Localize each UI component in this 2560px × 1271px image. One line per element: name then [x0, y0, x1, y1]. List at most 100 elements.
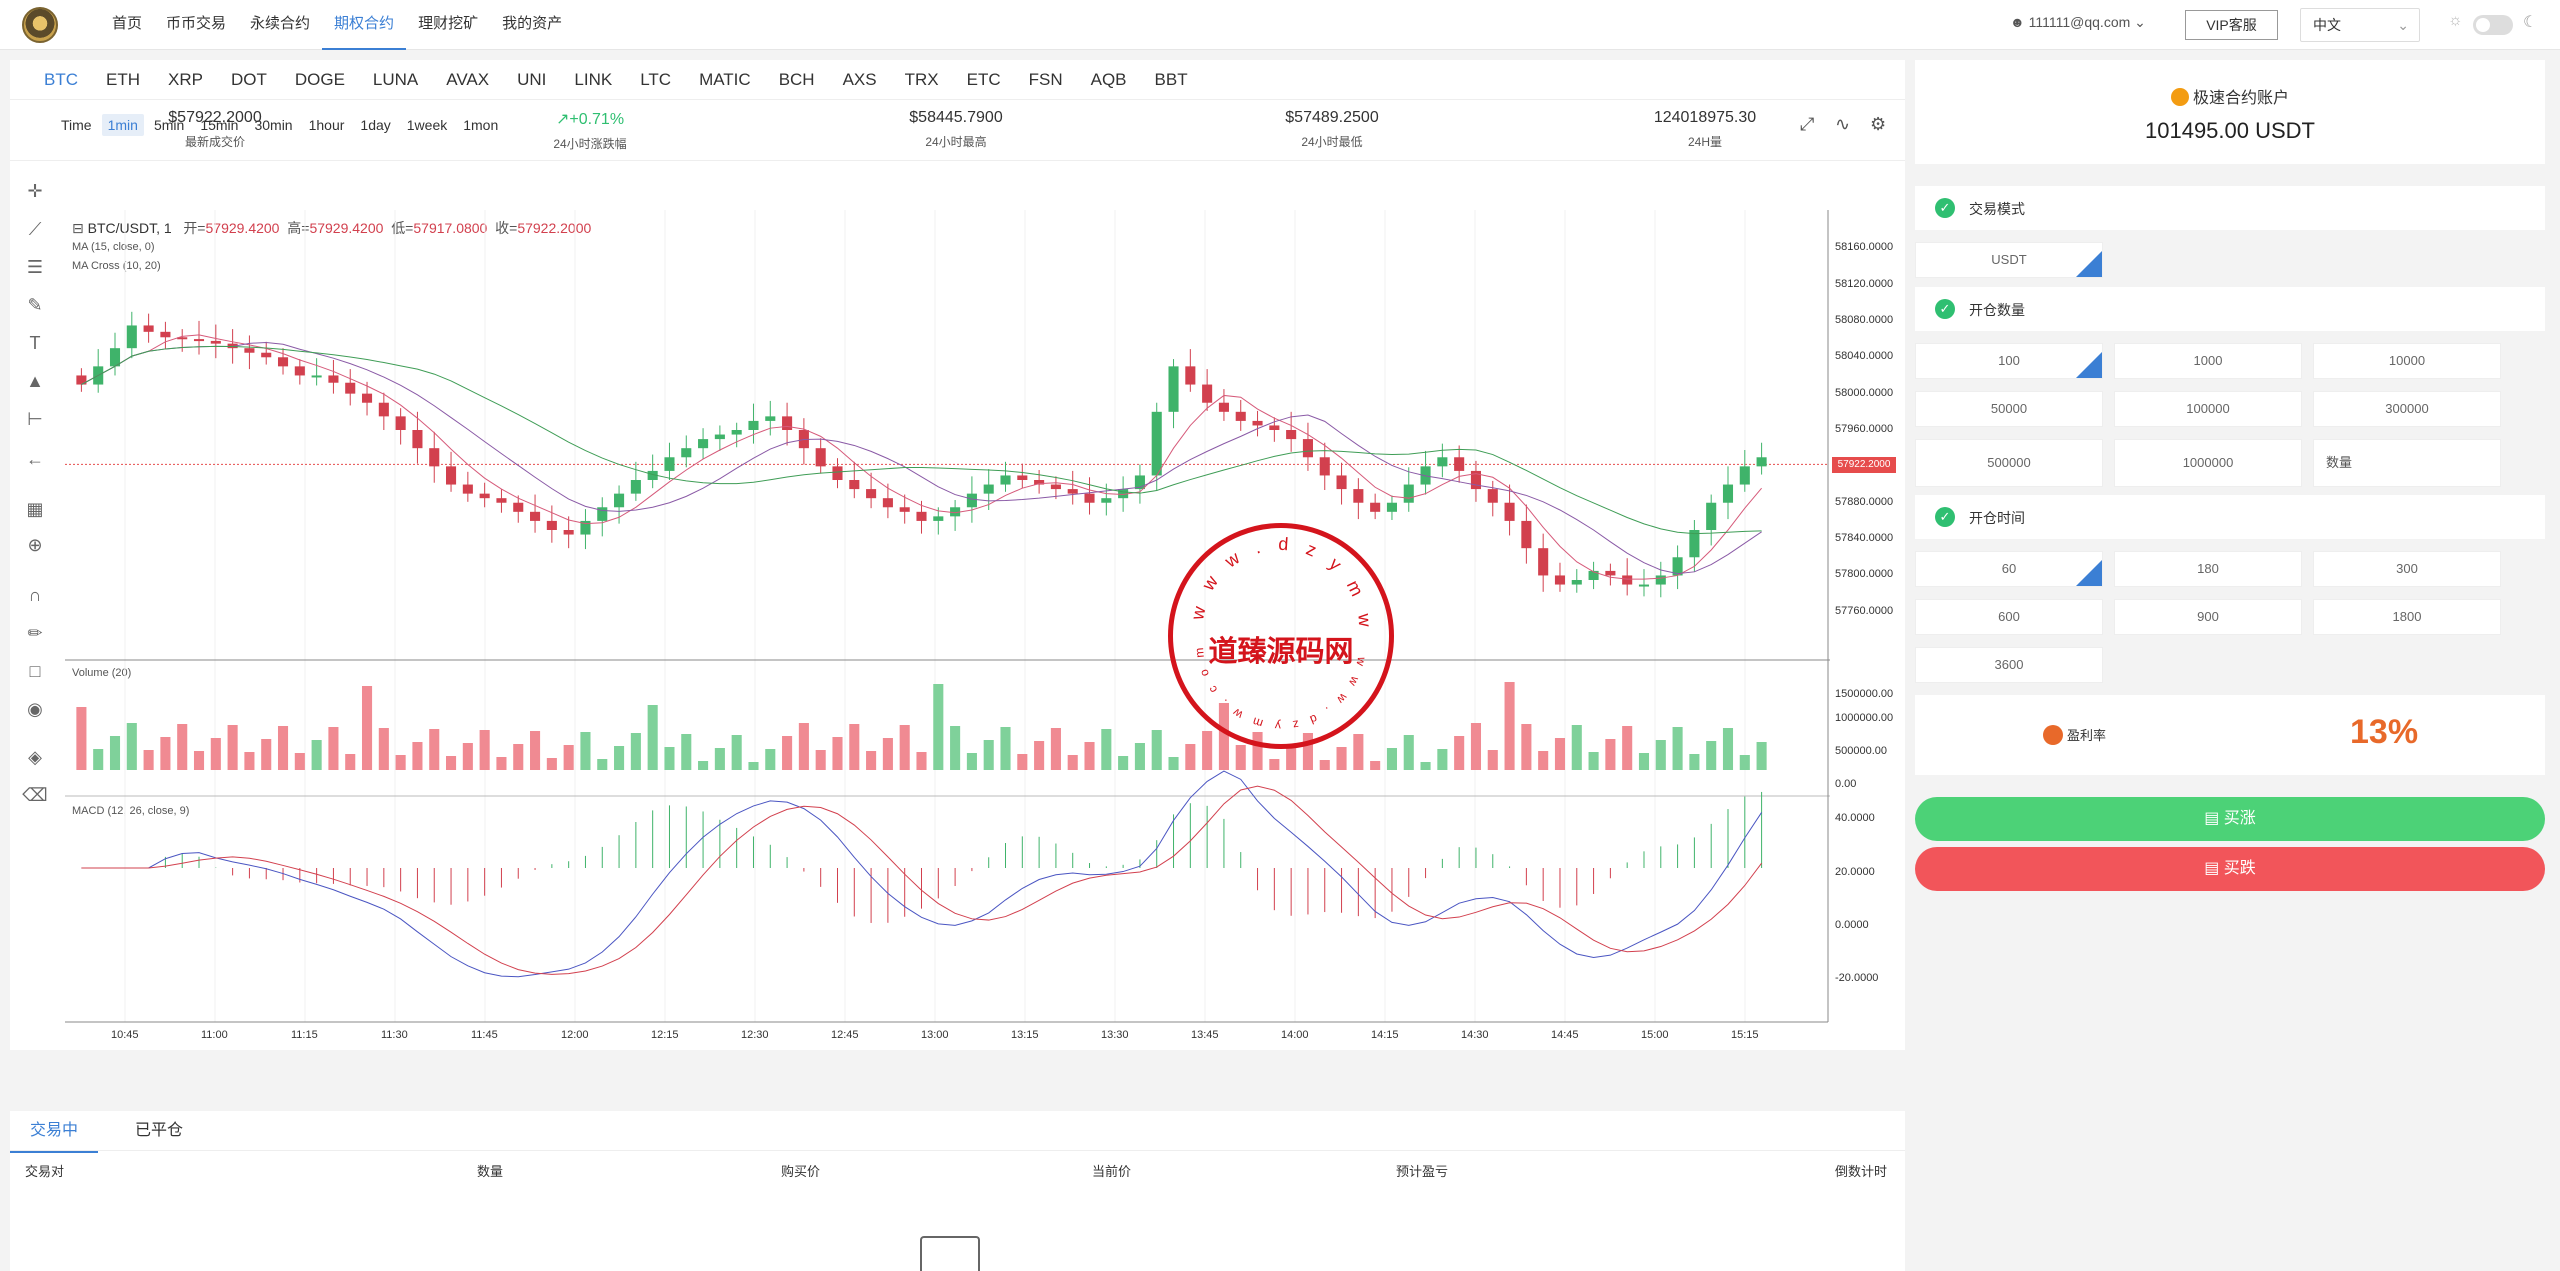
nav-item-assets[interactable]: 我的资产: [502, 15, 563, 32]
candle-body: [866, 489, 877, 499]
coin-tab[interactable]: MATIC: [699, 70, 751, 89]
volume-bar: [983, 740, 994, 770]
settings-gear-icon[interactable]: ⚙: [1870, 114, 1887, 134]
nav-item-perpetual[interactable]: 永续合约: [250, 15, 311, 32]
candle-body: [933, 516, 944, 521]
coin-tab[interactable]: LTC: [640, 70, 672, 89]
coin-tab[interactable]: LINK: [574, 70, 613, 89]
time-option[interactable]: 600: [1915, 599, 2103, 635]
coin-tab[interactable]: ETC: [966, 70, 1001, 89]
amount-option[interactable]: 300000: [2313, 391, 2501, 427]
collapse-icon[interactable]: ⊟: [72, 220, 88, 236]
interval-button[interactable]: 1min: [101, 114, 144, 136]
interval-button[interactable]: 5min: [153, 117, 185, 133]
price-chart[interactable]: [65, 210, 1830, 1030]
coin-tab[interactable]: AXS: [842, 70, 877, 89]
trendline-icon[interactable]: ⟋: [28, 219, 42, 239]
interval-button[interactable]: 1day: [360, 117, 391, 133]
magnet-icon[interactable]: ∩: [28, 585, 42, 605]
logo[interactable]: [22, 7, 58, 43]
profit-label-row: 盈利率: [2043, 725, 2106, 745]
coin-tab[interactable]: AVAX: [446, 70, 490, 89]
legend-open-label: 开=: [183, 220, 206, 236]
interval-button[interactable]: 1hour: [308, 117, 345, 133]
coin-tab[interactable]: DOT: [230, 70, 267, 89]
volume-bar: [698, 761, 709, 770]
pencil-lock-icon[interactable]: ✏: [27, 623, 43, 643]
time-option[interactable]: 180: [2114, 551, 2302, 587]
trash-icon[interactable]: ⌫: [22, 785, 48, 805]
coin-tab[interactable]: DOGE: [294, 70, 345, 89]
indicators-icon[interactable]: ∿: [1835, 114, 1851, 134]
amount-option[interactable]: 10000: [2313, 343, 2501, 379]
volume-bar: [1689, 754, 1700, 770]
coin-tab[interactable]: XRP: [168, 70, 203, 89]
candle-body: [177, 337, 188, 340]
lock-icon[interactable]: □: [29, 661, 41, 681]
crosshair-icon[interactable]: ✛: [27, 181, 43, 201]
volume-bar: [311, 740, 322, 770]
back-arrow-icon[interactable]: ←: [26, 449, 44, 469]
amount-option[interactable]: 100: [1915, 343, 2103, 379]
text-icon[interactable]: T: [29, 333, 41, 353]
candle-body: [1017, 475, 1028, 480]
tab-open-orders[interactable]: 交易中: [10, 1111, 99, 1153]
interval-button[interactable]: 15min: [200, 117, 239, 133]
amount-option[interactable]: 500000: [1915, 439, 2103, 487]
nav-item-spot[interactable]: 币币交易: [166, 15, 227, 32]
amount-option[interactable]: 1000000: [2114, 439, 2302, 487]
amount-option[interactable]: 1000: [2114, 343, 2302, 379]
coin-tab[interactable]: LUNA: [372, 70, 419, 89]
coin-tab[interactable]: BBT: [1154, 70, 1188, 89]
interval-button[interactable]: 30min: [254, 117, 293, 133]
legend-close: 57922.2000: [517, 220, 592, 236]
user-menu[interactable]: ☻ 111111@qq.com ⌄: [2010, 14, 2146, 31]
time-option[interactable]: 1800: [2313, 599, 2501, 635]
time-option[interactable]: 3600: [1915, 647, 2103, 683]
ruler-icon[interactable]: ▦: [26, 499, 44, 519]
amount-option[interactable]: 50000: [1915, 391, 2103, 427]
tab-closed-orders[interactable]: 已平仓: [135, 1122, 184, 1139]
coin-tab[interactable]: FSN: [1028, 70, 1063, 89]
zoom-in-icon[interactable]: ⊕: [27, 535, 43, 555]
time-option[interactable]: 60: [1915, 551, 2103, 587]
buy-up-button[interactable]: ▤ 买涨: [1915, 797, 2545, 841]
volume-bar: [1302, 733, 1313, 770]
interval-button[interactable]: Time: [61, 117, 92, 133]
nav-item-home[interactable]: 首页: [112, 15, 143, 32]
interval-button[interactable]: 1week: [406, 117, 448, 133]
time-option[interactable]: 900: [2114, 599, 2302, 635]
language-select[interactable]: 中文 ⌄: [2300, 8, 2420, 42]
coin-tab[interactable]: AQB: [1090, 70, 1127, 89]
coin-tab[interactable]: BTC: [44, 70, 78, 89]
eye-icon[interactable]: ◉: [27, 699, 43, 719]
coin-tab[interactable]: UNI: [517, 70, 547, 89]
nav-item-mining[interactable]: 理财挖矿: [418, 15, 479, 32]
candle-body: [1638, 584, 1650, 587]
fib-icon[interactable]: ☰: [26, 257, 44, 277]
candle-body: [546, 520, 557, 530]
coin-tab[interactable]: BCH: [778, 70, 815, 89]
coin-tab[interactable]: TRX: [904, 70, 939, 89]
time-axis-label: 12:30: [741, 1029, 769, 1041]
check-icon: ✓: [1935, 299, 1955, 319]
buy-down-button[interactable]: ▤ 买跌: [1915, 847, 2545, 891]
pattern-icon[interactable]: ▲: [26, 371, 44, 391]
coin-tab[interactable]: ETH: [106, 70, 140, 89]
layers-icon[interactable]: ◈: [28, 747, 42, 767]
fullscreen-icon[interactable]: ⤢: [1800, 114, 1815, 134]
measure-icon[interactable]: ⊢: [27, 409, 43, 429]
brush-icon[interactable]: ✎: [27, 295, 43, 315]
amount-option[interactable]: 100000: [2114, 391, 2302, 427]
amount-input[interactable]: 数量: [2313, 439, 2501, 487]
time-axis-label: 12:15: [651, 1029, 679, 1041]
profit-value: 13%: [2350, 713, 2419, 751]
time-option[interactable]: 300: [2313, 551, 2501, 587]
theme-toggle[interactable]: [2473, 15, 2513, 35]
interval-button[interactable]: 1mon: [463, 117, 499, 133]
candle-body: [143, 325, 154, 332]
price-axis-label: 58160.0000: [1835, 241, 1894, 254]
trade-mode-usdt[interactable]: USDT: [1915, 242, 2103, 278]
vip-service-button[interactable]: VIP客服: [2185, 10, 2278, 40]
nav-item-options[interactable]: 期权合约: [322, 0, 407, 50]
